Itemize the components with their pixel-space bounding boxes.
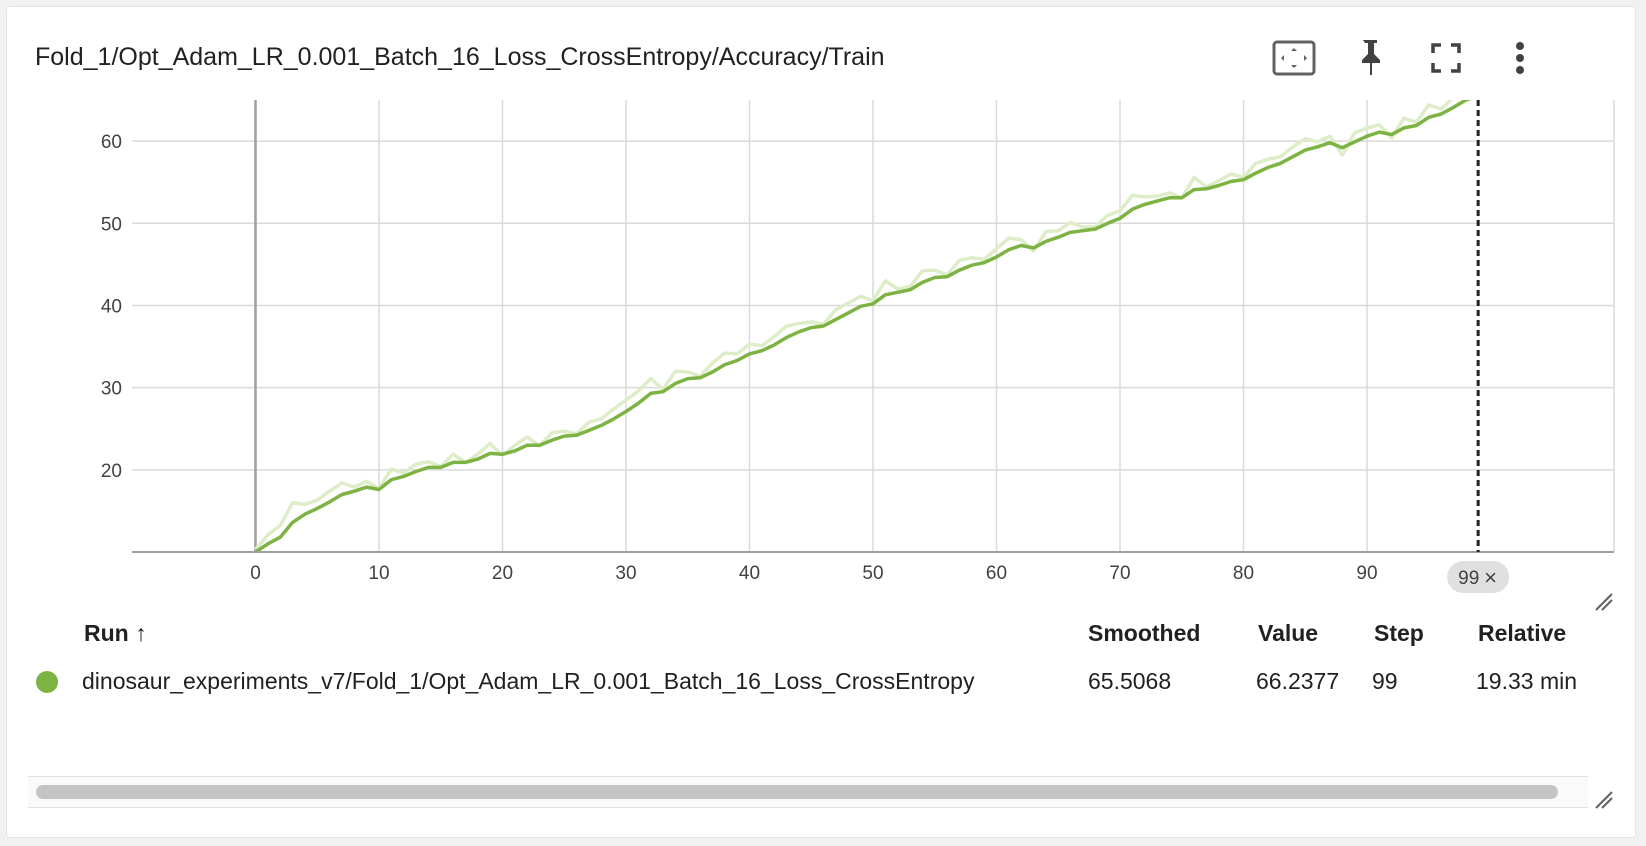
more-vert-icon [1516, 42, 1524, 74]
x-tick-label: 0 [250, 563, 261, 584]
run-column-header[interactable]: Run ↑ [84, 620, 147, 647]
run-color-dot [36, 671, 58, 693]
fit-domain-icon [1272, 40, 1316, 76]
smoothed-value: 65.5068 [1088, 668, 1172, 694]
step-value: 99 [1372, 668, 1398, 694]
scalar-card: Fold_1/Opt_Adam_LR_0.001_Batch_16_Loss_C… [6, 6, 1636, 838]
x-tick-label: 70 [1109, 563, 1130, 584]
step-marker-chip[interactable]: 99 × [1447, 561, 1510, 593]
raw-value: 66.2377 [1256, 668, 1340, 694]
step-marker-close-icon[interactable]: × [1484, 565, 1497, 590]
y-tick-label: 50 [101, 214, 122, 235]
accuracy-chart[interactable]: 20 30 40 50 60 0 10 20 30 40 50 60 70 80 90 99 × [0, 0, 1646, 600]
x-tick-label: 80 [1233, 563, 1254, 584]
y-axis-labels: 20 30 40 50 60 [101, 132, 122, 482]
horizontal-scrollbar[interactable] [28, 776, 1588, 808]
x-tick-label: 40 [739, 563, 760, 584]
fullscreen-button[interactable] [1421, 33, 1471, 83]
x-tick-label: 90 [1356, 563, 1377, 584]
relative-time: 19.33 min [1476, 668, 1578, 694]
x-tick-label: 20 [492, 563, 513, 584]
y-tick-label: 20 [101, 461, 122, 482]
run-name: dinosaur_experiments_v7/Fold_1/Opt_Adam_… [82, 668, 975, 694]
y-tick-label: 40 [101, 296, 122, 317]
run-header-label: Run [84, 620, 129, 646]
value-column-header[interactable]: Value [1258, 620, 1319, 646]
x-axis-labels: 0 10 20 30 40 50 60 70 80 90 [250, 563, 1377, 584]
x-tick-label: 30 [615, 563, 636, 584]
fullscreen-icon [1431, 43, 1461, 73]
x-tick-label: 60 [986, 563, 1007, 584]
x-tick-label: 10 [368, 563, 389, 584]
raw-series-line [254, 100, 1454, 551]
fit-domain-button[interactable] [1269, 33, 1319, 83]
sort-ascending-icon: ↑ [135, 620, 147, 646]
pin-button[interactable] [1345, 33, 1395, 83]
smoothed-series-line [254, 100, 1472, 552]
step-column-header[interactable]: Step [1374, 620, 1424, 646]
x-gridlines [254, 100, 1615, 552]
x-tick-label: 50 [862, 563, 883, 584]
card-resize-handle[interactable] [1594, 790, 1614, 810]
step-marker-label: 99 [1458, 568, 1479, 589]
y-tick-label: 60 [101, 132, 122, 153]
y-tick-label: 30 [101, 379, 122, 400]
chart-resize-handle[interactable] [1594, 592, 1614, 612]
pin-icon [1362, 40, 1380, 75]
card-title: Fold_1/Opt_Adam_LR_0.001_Batch_16_Loss_C… [35, 43, 885, 71]
scrollbar-thumb[interactable] [36, 785, 1558, 799]
relative-column-header[interactable]: Relative [1478, 620, 1567, 646]
more-options-button[interactable] [1495, 33, 1545, 83]
smoothed-column-header[interactable]: Smoothed [1088, 620, 1201, 646]
